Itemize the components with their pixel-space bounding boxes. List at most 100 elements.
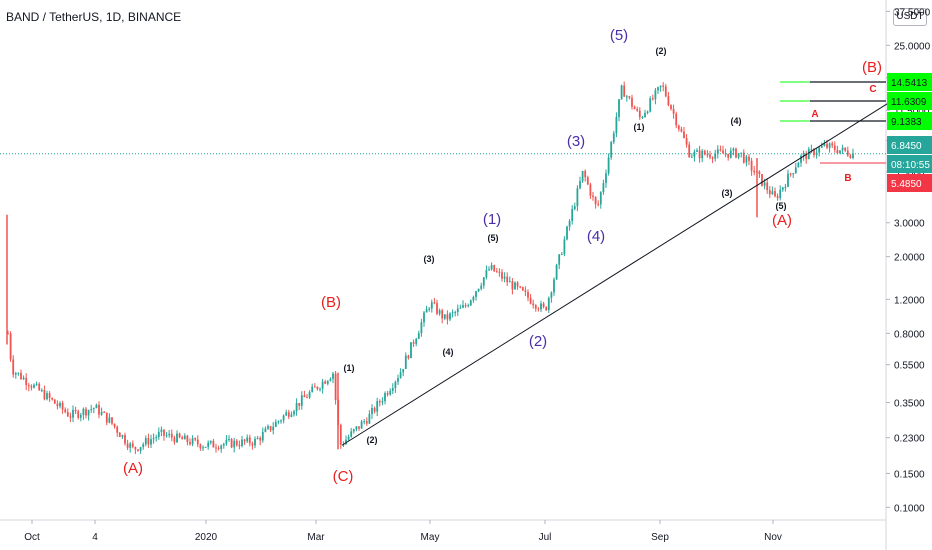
candle-body <box>573 206 576 209</box>
candle-body <box>269 426 272 431</box>
y-tick-label: 0.2300 <box>894 434 925 445</box>
candle-body <box>566 226 568 240</box>
candle-body <box>150 439 152 445</box>
y-tick-label: 0.1000 <box>894 503 925 514</box>
candle-body <box>129 443 132 448</box>
candle-body <box>48 393 51 398</box>
candle-body <box>781 187 784 190</box>
candle-body <box>576 188 579 207</box>
wave-label: (3) <box>722 188 733 198</box>
candle-body <box>334 373 337 401</box>
candle-body <box>433 302 436 304</box>
candle-body <box>98 404 100 415</box>
candle-body <box>677 125 680 130</box>
candle-body <box>644 112 646 118</box>
candle-body <box>498 271 501 273</box>
candle-body <box>9 333 12 360</box>
candle-body <box>599 192 602 205</box>
trendline <box>341 102 889 446</box>
candle-body <box>430 302 433 309</box>
wave-label: (1) <box>344 363 355 373</box>
candle-body <box>306 397 308 399</box>
candle-body <box>534 305 537 309</box>
candle-body <box>449 313 451 320</box>
candle-body <box>807 149 810 160</box>
candle-body <box>503 276 506 279</box>
candle-body <box>324 381 327 384</box>
candle-body <box>173 437 176 443</box>
candle-body <box>742 152 745 163</box>
candle-body <box>514 282 516 290</box>
candle-body <box>776 196 779 199</box>
candle-body <box>345 439 347 445</box>
candle-body <box>220 445 223 450</box>
candle-body <box>365 421 368 424</box>
currency-unit-button[interactable]: USDT <box>893 8 927 26</box>
candle-body <box>376 401 379 412</box>
candle-body <box>818 147 821 153</box>
candle-body <box>92 408 95 410</box>
candle-body <box>633 106 636 110</box>
x-tick-label: Oct <box>24 532 40 543</box>
candle-body <box>508 281 511 283</box>
candle-body <box>298 403 301 406</box>
candle-body <box>787 173 789 187</box>
candle-body <box>836 150 839 154</box>
candle-body <box>170 433 173 438</box>
candle-body <box>251 443 254 446</box>
candle-body <box>410 342 412 359</box>
candle-body <box>22 377 25 380</box>
candle-body <box>740 152 743 154</box>
wave-label: (3) <box>424 254 435 264</box>
candle-body <box>506 276 509 283</box>
candle-body <box>810 149 813 151</box>
candle-body <box>501 272 503 279</box>
candle-body <box>105 412 108 423</box>
wave-label: (1) <box>634 122 645 132</box>
candle-body <box>46 393 48 400</box>
target-label: 11.6309 <box>891 97 927 108</box>
candle-body <box>703 150 706 155</box>
candle-body <box>472 297 475 301</box>
candle-body <box>295 403 298 412</box>
candle-body <box>118 432 121 437</box>
candle-body <box>716 149 719 154</box>
candle-body <box>540 303 542 310</box>
wave-label: (B) <box>321 294 341 311</box>
candle-body <box>287 412 290 417</box>
candle-body <box>313 386 316 388</box>
candle-body <box>779 189 782 199</box>
candle-body <box>537 308 540 310</box>
candle-body <box>771 191 774 195</box>
wave-label: C <box>869 84 876 95</box>
candle-body <box>121 435 124 437</box>
candle-body <box>519 286 522 288</box>
candle-body <box>209 440 212 443</box>
candle-body <box>235 440 238 446</box>
target-label-box <box>887 112 932 130</box>
candle-body <box>168 433 171 436</box>
y-tick-label: 25.0000 <box>894 41 931 52</box>
candle-body <box>38 383 41 391</box>
candle-body <box>230 439 233 448</box>
candle-body <box>417 333 420 339</box>
candle-body <box>225 439 228 444</box>
candle-body <box>459 307 462 309</box>
x-tick-label: Nov <box>764 532 782 543</box>
candle-body <box>555 264 558 280</box>
candle-body <box>654 90 657 100</box>
candle-body <box>831 143 834 146</box>
candle-body <box>254 438 256 446</box>
candle-body <box>111 417 113 424</box>
candle-body <box>371 408 373 415</box>
candle-body <box>285 412 288 416</box>
candle-body <box>475 291 477 298</box>
candle-body <box>228 439 230 441</box>
x-tick-label: 4 <box>92 532 98 543</box>
candle-body <box>267 426 269 429</box>
wave-label: (2) <box>367 435 378 445</box>
candle-body <box>802 153 805 156</box>
candle-body <box>272 426 275 431</box>
candle-body <box>667 96 670 106</box>
